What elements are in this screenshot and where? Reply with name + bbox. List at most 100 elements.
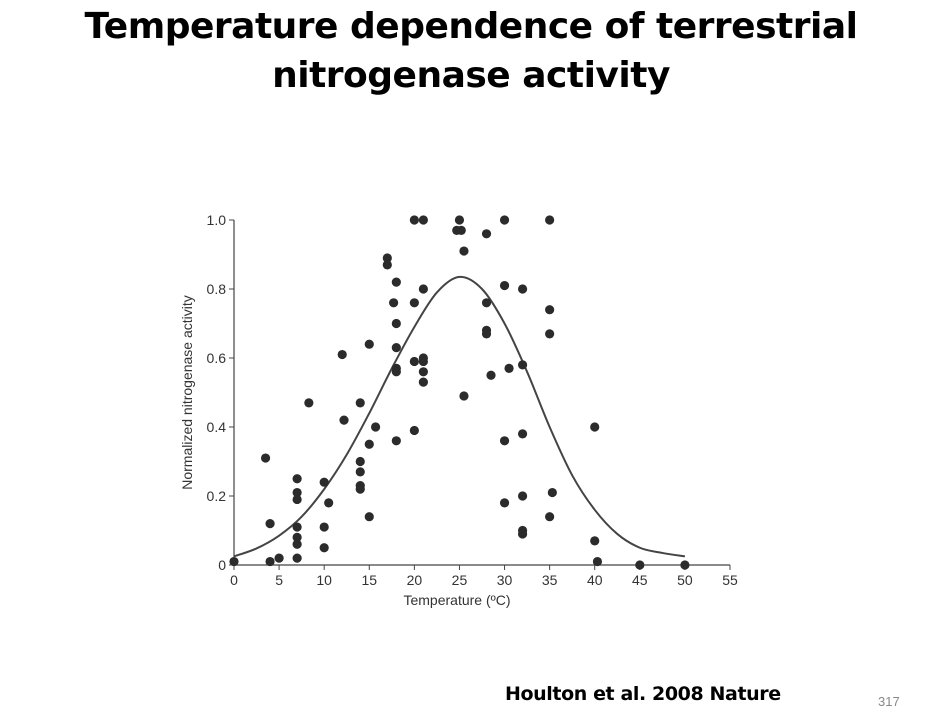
data-point [319, 522, 329, 532]
data-point [391, 343, 401, 353]
data-point [481, 329, 492, 339]
data-point [545, 215, 555, 225]
x-tick-label: 10 [316, 572, 332, 588]
data-point [265, 556, 275, 567]
data-point [229, 556, 239, 567]
data-point [517, 360, 528, 370]
slide-title-line2: nitrogenase activity [272, 55, 670, 96]
data-point [517, 529, 528, 539]
data-point [545, 329, 555, 339]
x-tick-label: 35 [542, 572, 558, 588]
x-tick-label: 20 [407, 572, 423, 588]
data-point [592, 556, 603, 567]
data-point [319, 543, 329, 553]
data-point [292, 553, 302, 563]
data-point [337, 349, 347, 360]
data-point [547, 487, 557, 498]
x-tick-label: 45 [632, 572, 648, 588]
scatter-chart: 0 5 10 15 20 25 30 35 40 45 50 55 0 0.2 0.4 0.6 0.8 1.0 T… [179, 212, 738, 608]
y-tick-label: 0 [218, 557, 226, 573]
data-point [324, 498, 334, 508]
data-point [590, 536, 600, 546]
x-tick-label: 50 [677, 572, 693, 588]
citation: Houlton et al. 2008 Nature [505, 683, 781, 705]
data-point [292, 522, 302, 532]
data-point [409, 425, 419, 436]
y-axis-label: Normalized nitrogenase activity [179, 295, 195, 490]
data-point [304, 398, 314, 408]
data-point [355, 484, 365, 494]
x-axis-label: Temperature (ºC) [403, 592, 510, 608]
data-point [517, 429, 528, 439]
data-point [364, 512, 374, 522]
data-point [292, 532, 302, 542]
data-point [459, 246, 469, 256]
data-point [292, 487, 302, 498]
data-point [292, 494, 302, 505]
data-point [274, 553, 284, 563]
data-point [456, 225, 466, 235]
y-tick-label: 0.8 [207, 281, 227, 297]
y-tick-label: 0.6 [207, 350, 227, 366]
data-point [382, 253, 392, 263]
data-point [459, 391, 469, 401]
page-number: 317 [878, 694, 900, 709]
x-tick-label: 15 [361, 572, 377, 588]
data-point [319, 477, 329, 487]
data-point [292, 474, 302, 484]
data-point [517, 491, 528, 501]
data-point [635, 560, 645, 570]
data-point [382, 260, 392, 270]
x-tick-label: 40 [587, 572, 603, 588]
data-point [355, 467, 365, 477]
x-tick-label: 55 [722, 572, 738, 588]
data-point [292, 539, 302, 549]
data-point [409, 298, 419, 308]
data-point [409, 215, 419, 225]
data-point [409, 356, 419, 367]
x-tick-label: 25 [452, 572, 468, 588]
x-tick-label: 0 [230, 572, 238, 588]
data-point [265, 519, 275, 529]
data-point [391, 277, 401, 287]
data-point [391, 318, 401, 329]
data-point [590, 422, 600, 432]
data-point [517, 284, 528, 294]
x-tick-label: 5 [275, 572, 283, 588]
data-point [418, 356, 428, 367]
data-point [391, 436, 401, 446]
data-point [680, 560, 690, 570]
data-point [481, 229, 492, 239]
slide-title-line1: Temperature dependence of terrestrial [84, 6, 858, 47]
fitted-curve [233, 275, 686, 558]
data-point [499, 215, 510, 225]
data-point [418, 215, 428, 225]
data-point [391, 367, 401, 377]
data-point [355, 456, 365, 467]
data-points [229, 215, 690, 570]
data-point [389, 298, 399, 308]
data-point [418, 284, 428, 294]
data-point [486, 370, 496, 380]
data-point [499, 498, 510, 508]
slide-title: Temperature dependence of terrestrial ni… [0, 2, 942, 100]
data-point [418, 377, 428, 387]
data-point [545, 512, 555, 522]
y-tick-label: 0.4 [207, 419, 227, 435]
data-point [418, 367, 428, 377]
data-point [545, 305, 555, 315]
y-tick-label: 0.2 [207, 488, 227, 504]
data-point [504, 363, 514, 373]
data-point [364, 439, 374, 449]
y-tick-label: 1.0 [207, 212, 227, 228]
data-point [370, 422, 381, 432]
data-point [355, 398, 365, 408]
data-point [481, 298, 492, 308]
data-point [499, 436, 510, 446]
data-point [499, 280, 510, 291]
chart-axes: 0 5 10 15 20 25 30 35 40 45 50 55 0 0.2 0.4 0.6 0.8 1.0 [207, 212, 738, 588]
data-point [364, 339, 374, 349]
data-point [260, 453, 271, 463]
x-tick-label: 30 [497, 572, 513, 588]
data-point [339, 415, 349, 425]
